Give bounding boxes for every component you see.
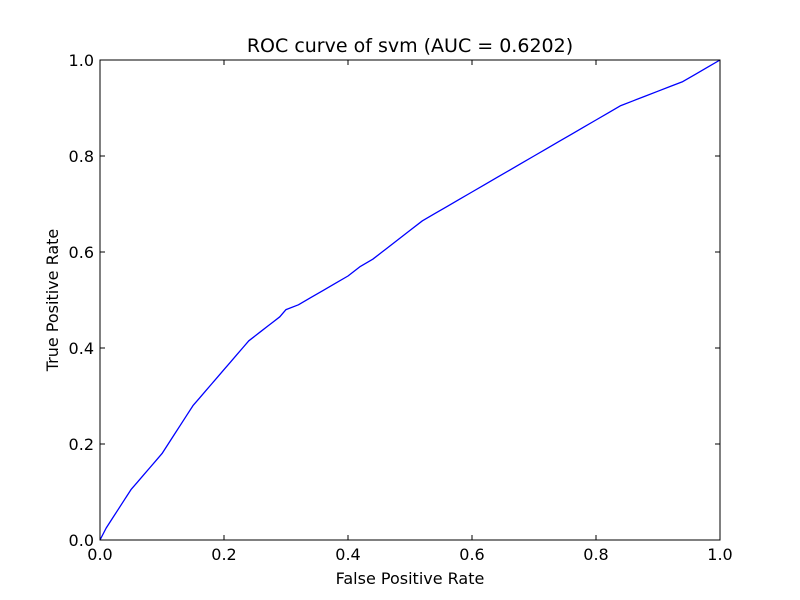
y-tick-label: 0.8 [69,147,94,166]
y-tick-label: 0.6 [69,243,94,262]
y-tick-label: 1.0 [69,51,94,70]
x-tick-label: 0.6 [459,545,484,564]
x-tick-label: 0.0 [87,545,112,564]
y-axis-label: True Positive Rate [43,229,62,373]
x-tick-label: 1.0 [707,545,732,564]
x-axis-label: False Positive Rate [336,569,485,588]
x-tick-label: 0.8 [583,545,608,564]
y-tick-label: 0.0 [69,531,94,550]
y-tick-label: 0.2 [69,435,94,454]
plot-frame [99,59,721,541]
x-tick-label: 0.2 [211,545,236,564]
y-tick-label: 0.4 [69,339,94,358]
plot-area: 0.0 0.2 0.4 0.6 0.8 1.0 0.0 0.2 0.4 0.6 0.8 1.0 [69,51,733,564]
roc-curve-line [99,59,721,541]
x-tick-label: 0.4 [335,545,360,564]
chart-title: ROC curve of svm (AUC = 0.6202) [247,35,573,57]
